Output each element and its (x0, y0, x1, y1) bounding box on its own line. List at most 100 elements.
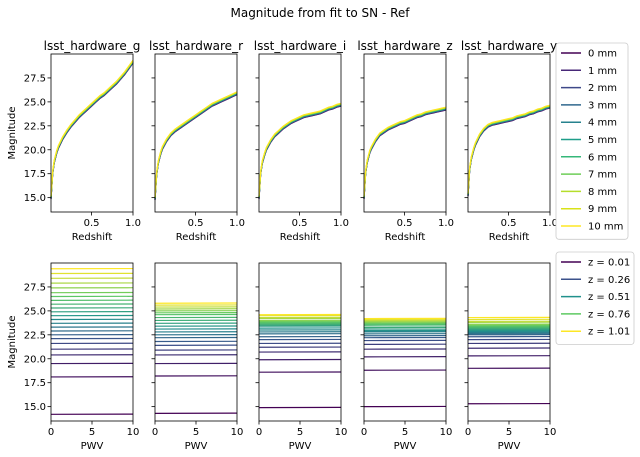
x-tick-label: 10 (544, 427, 557, 438)
subplot-title: lsst_hardware_r (149, 39, 243, 53)
subplot-bottom-2: 0 5 10 PWV (151, 262, 244, 452)
axes-frame (467, 262, 551, 422)
subplot-title: lsst_hardware_z (357, 39, 452, 53)
y-tick-label: 20.0 (24, 145, 46, 156)
subplot-title: lsst_hardware_i (254, 39, 346, 53)
legend-entry: z = 1.01 (588, 327, 630, 338)
axes-frame (50, 53, 134, 213)
series-line-8-mm (154, 91, 238, 198)
x-axis-label: PWV (81, 441, 104, 452)
axes-frame (258, 262, 342, 422)
legend-entry: 4 mm (588, 118, 617, 129)
legend-entry: 8 mm (588, 187, 617, 198)
subplot-top-4: lsst_hardware_z 0.5 1.0 Redshift (357, 39, 454, 243)
x-tick-label: 10 (231, 427, 244, 438)
x-tick-label: 0.5 (188, 218, 204, 229)
axes-frame (258, 53, 342, 213)
x-tick-label: 10 (127, 427, 140, 438)
legend-box (555, 251, 635, 345)
legend-entry: 1 mm (588, 66, 617, 77)
x-tick-label: 1.0 (125, 218, 141, 229)
series-line-3-mm (154, 93, 238, 200)
series-line-9-mm (154, 91, 238, 198)
subplot-top-2: lsst_hardware_r 0.5 1.0 Redshift (149, 39, 245, 243)
series-line-0-mm (154, 94, 238, 201)
y-tick-label: 17.5 (24, 169, 46, 180)
x-tick-label: 1.0 (438, 218, 454, 229)
series-line-10-mm (467, 104, 551, 194)
series-line-10-mm (50, 59, 134, 197)
x-axis-label: Redshift (280, 232, 321, 243)
series-line-8-mm (50, 60, 134, 197)
subplot-grid: lsst_hardware_g 15.0 17.5 20.0 22.5 25.0 27.5 0… (7, 39, 558, 452)
x-axis-label: Redshift (72, 232, 113, 243)
series-line-5-mm (50, 61, 134, 198)
y-tick-label: 20.0 (24, 354, 46, 365)
y-tick-label: 22.5 (24, 330, 46, 341)
y-tick-label: 22.5 (24, 121, 46, 132)
series-line-0-mm (50, 62, 134, 200)
series-line-1-mm (154, 93, 238, 200)
subplot-bottom-5: 0 5 10 PWV (464, 262, 557, 452)
series-line-1-mm (50, 62, 134, 199)
x-tick-label: 10 (335, 427, 348, 438)
x-axis-label: PWV (394, 441, 417, 452)
series-line-10-mm (258, 102, 342, 197)
x-tick-label: 0 (361, 427, 367, 438)
x-tick-label: 5 (89, 427, 95, 438)
series-line-7-mm (154, 92, 238, 199)
y-tick-label: 27.5 (24, 73, 46, 84)
legend-entry: z = 0.51 (588, 292, 630, 303)
series-line-10-mm (154, 91, 238, 198)
series-line-9-mm (50, 60, 134, 197)
figure-title: Magnitude from fit to SN - Ref (230, 6, 410, 20)
subplot-bottom-3: 0 5 10 PWV (255, 262, 348, 452)
x-tick-label: 0.5 (501, 218, 517, 229)
legend-entry: 3 mm (588, 100, 617, 111)
x-tick-label: 5 (402, 427, 408, 438)
subplot-top-5: lsst_hardware_y 0.5 1.0 Redshift (461, 39, 558, 243)
x-axis-label: PWV (289, 441, 312, 452)
x-tick-label: 5 (506, 427, 512, 438)
series-line-2-mm (154, 93, 238, 200)
x-tick-label: 10 (440, 427, 453, 438)
x-axis-label: PWV (185, 441, 208, 452)
series-line-5-mm (154, 92, 238, 199)
x-tick-label: 0.5 (292, 218, 308, 229)
series-line-4-mm (154, 93, 238, 199)
legends: 0 mm 1 mm 2 mm 3 mm 4 mm 5 mm 6 mm 7 mm 8 mm 9 mm… (555, 42, 635, 345)
y-tick-label: 17.5 (24, 378, 46, 389)
x-axis-label: Redshift (385, 232, 426, 243)
series-line-6-mm (154, 92, 238, 199)
series-line-3-mm (50, 61, 134, 199)
y-tick-label: 15.0 (24, 193, 46, 204)
x-tick-label: 0 (465, 427, 471, 438)
y-tick-label: 15.0 (24, 402, 46, 413)
legend-entry: 6 mm (588, 152, 617, 163)
series-line-4-mm (50, 61, 134, 198)
y-axis-label: Magnitude (7, 107, 18, 160)
x-tick-label: 5 (297, 427, 303, 438)
legend-box (555, 42, 629, 240)
x-tick-label: 0 (152, 427, 158, 438)
legend-entry: z = 0.76 (588, 309, 630, 320)
legend-entry: 9 mm (588, 204, 617, 215)
x-axis-label: Redshift (489, 232, 530, 243)
y-tick-label: 25.0 (24, 306, 46, 317)
y-tick-label: 25.0 (24, 97, 46, 108)
series-line-6-mm (50, 61, 134, 198)
subplot-title: lsst_hardware_g (44, 39, 141, 53)
x-tick-label: 5 (193, 427, 199, 438)
legend-entry: 7 mm (588, 170, 617, 181)
legend-entry: z = 0.01 (588, 258, 630, 269)
x-tick-label: 1.0 (229, 218, 245, 229)
series-line-7-mm (50, 60, 134, 198)
series-line-2-mm (50, 62, 134, 199)
x-axis-label: Redshift (176, 232, 217, 243)
series-line-0-mm (258, 105, 342, 200)
axes-frame (363, 262, 447, 422)
x-tick-label: 1.0 (542, 218, 558, 229)
legend-bottom: z = 0.01 z = 0.26 z = 0.51 z = 0.76 z = 1.01 (555, 251, 635, 345)
subplot-bottom-4: 0 5 10 PWV (360, 262, 453, 452)
